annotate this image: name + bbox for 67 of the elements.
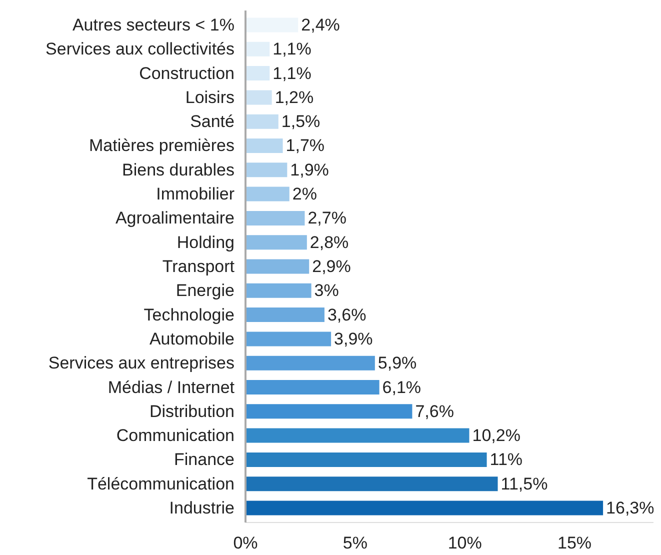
data-label: 1,5% [281, 112, 320, 132]
bar [246, 90, 272, 105]
data-label: 7,6% [415, 402, 454, 421]
y-tick-label: Finance [174, 450, 235, 470]
y-tick-label: Energie [176, 281, 235, 300]
y-tick-label: Services aux collectivités [46, 40, 235, 59]
bar [246, 308, 324, 322]
y-tick-label: Médias / Internet [108, 378, 235, 397]
data-label: 1,2% [274, 88, 314, 107]
y-tick-label: Holding [176, 232, 235, 252]
y-tick-label: Biens durables [122, 160, 235, 180]
y-tick-label: Immobilier [156, 184, 235, 204]
bar [246, 283, 312, 298]
y-tick-label: Santé [190, 112, 235, 132]
bar [246, 210, 305, 226]
data-label: 2% [292, 184, 317, 204]
data-label: 11% [490, 450, 523, 470]
data-label: 2,8% [310, 232, 349, 252]
x-tick-label: 5% [342, 534, 368, 552]
data-label: 3,6% [327, 305, 366, 324]
data-label: 1,9% [290, 160, 329, 180]
data-label: 10,2% [472, 426, 520, 446]
data-label: 6,1% [382, 378, 422, 397]
data-label: 3% [314, 281, 339, 300]
y-tick-label: Matières premières [89, 136, 235, 156]
bar [246, 452, 487, 467]
data-label: 1,1% [272, 40, 312, 59]
y-tick-label: Communication [116, 426, 235, 446]
bar [246, 162, 288, 178]
y-tick-label: Construction [139, 64, 235, 83]
y-tick-label: Autres secteurs < 1% [72, 15, 235, 34]
bar [246, 332, 332, 346]
data-label: 16,3% [606, 498, 654, 518]
data-label: 2,4% [301, 15, 340, 34]
y-tick-label: Télécommunication [87, 474, 235, 494]
bar [246, 186, 290, 202]
data-label: 5,9% [378, 354, 417, 373]
bar [246, 259, 310, 274]
bar [246, 380, 380, 394]
data-label: 11,5% [500, 474, 548, 494]
bar [246, 500, 604, 516]
bar [246, 42, 270, 56]
y-tick-label: Transport [162, 257, 235, 276]
x-tick-label: 10% [448, 534, 482, 552]
bar [246, 428, 470, 443]
bar [246, 18, 298, 32]
y-tick-label: Distribution [149, 402, 235, 421]
data-label: 3,9% [334, 329, 373, 348]
y-tick-label: Services aux entreprises [48, 354, 235, 373]
x-tick-label: 15% [558, 534, 592, 552]
bar [246, 356, 375, 370]
data-label: 1,1% [272, 64, 312, 83]
bar [246, 404, 412, 419]
y-tick-label: Technologie [144, 305, 235, 324]
data-label: 2,9% [312, 257, 351, 276]
y-tick-label: Agroalimentaire [115, 208, 235, 228]
x-tick-label: 0% [233, 534, 258, 552]
bar [246, 114, 278, 129]
bar [246, 476, 498, 492]
data-label: 1,7% [286, 136, 325, 156]
bar [246, 138, 283, 153]
y-tick-label: Automobile [149, 329, 235, 348]
bar [246, 66, 270, 81]
data-label: 2,7% [308, 208, 346, 228]
y-tick-label: Industrie [169, 498, 234, 518]
bar [246, 235, 307, 250]
y-tick-label: Loisirs [185, 88, 234, 107]
